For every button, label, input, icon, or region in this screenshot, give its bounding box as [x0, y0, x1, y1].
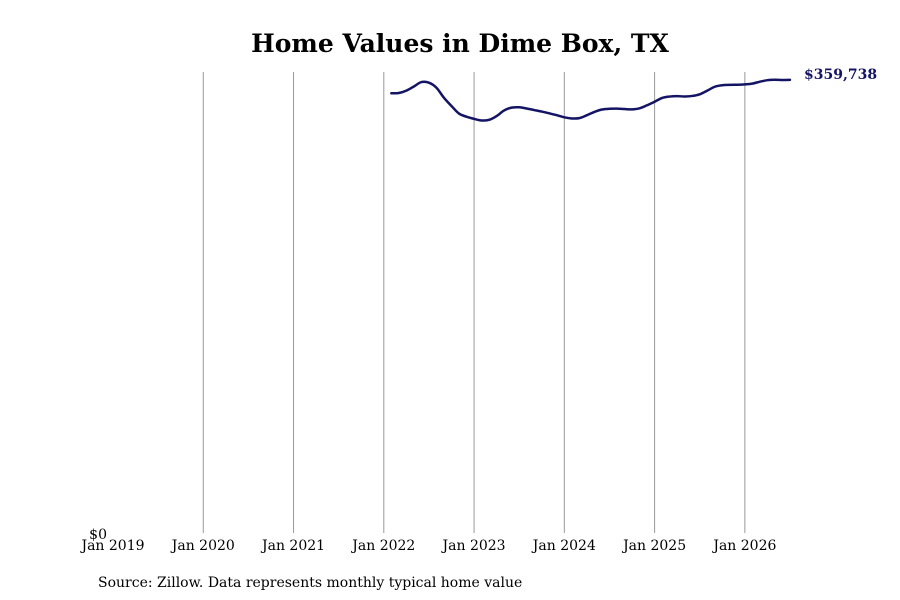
x-tick-label: Jan 2024: [531, 538, 596, 554]
y-tick-label: $0: [89, 527, 107, 543]
x-tick-label: Jan 2026: [711, 538, 776, 554]
source-note: Source: Zillow. Data represents monthly …: [98, 575, 522, 591]
y-axis: $0: [89, 527, 107, 543]
x-axis: Jan 2019 Jan 2020 Jan 2021 Jan 2022 Jan 2023…: [79, 538, 776, 554]
x-tick-label: Jan 2025: [621, 538, 686, 554]
x-tick-label: Jan 2023: [441, 538, 506, 554]
x-tick-label: Jan 2019: [79, 538, 144, 554]
x-tick-label: Jan 2022: [350, 538, 415, 554]
chart-title: Home Values in Dime Box, TX: [251, 29, 669, 58]
series-layer: [390, 78, 792, 122]
x-tick-label: Jan 2021: [260, 538, 325, 554]
end-value-label: $359,738: [804, 67, 877, 83]
x-tick-label: Jan 2020: [170, 538, 235, 554]
grid: [202, 72, 746, 533]
home-value-line: [390, 78, 792, 122]
